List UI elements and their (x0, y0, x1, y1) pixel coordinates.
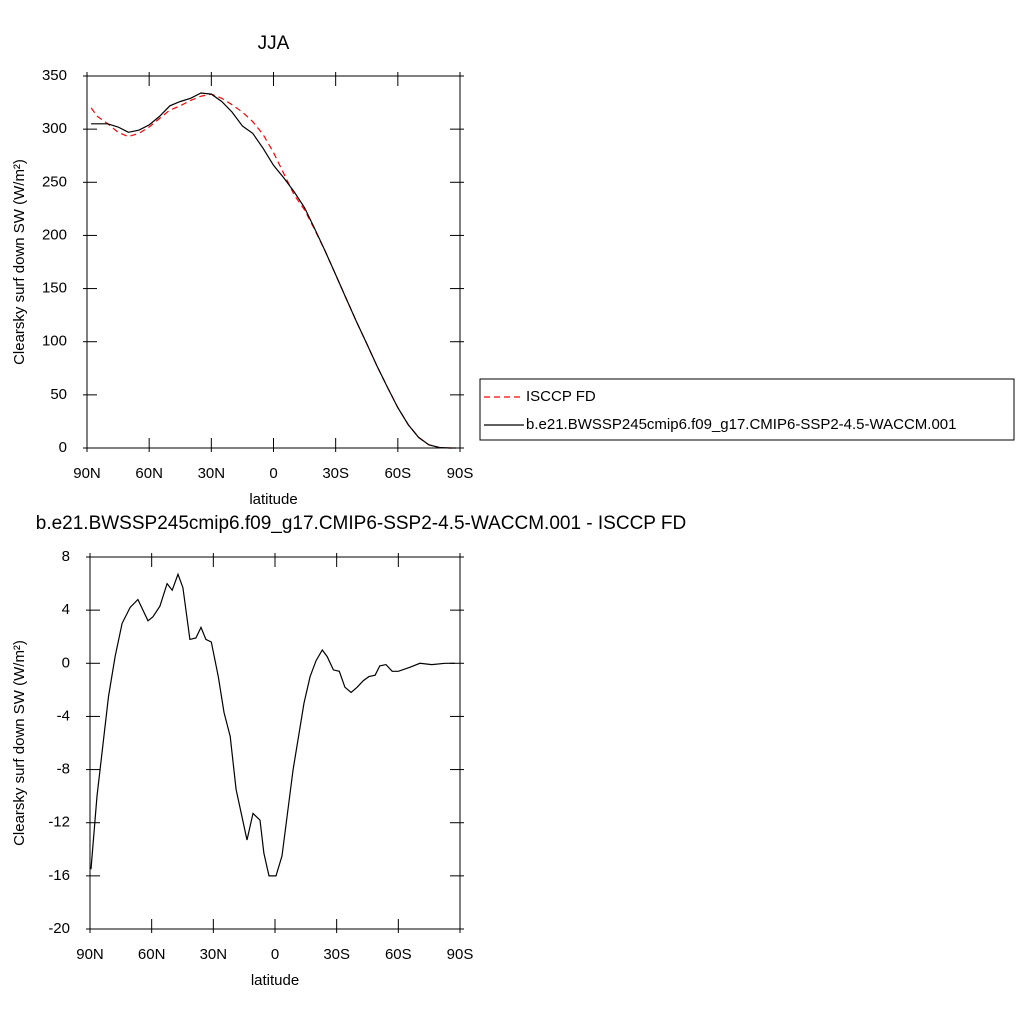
y-tick-label: 250 (42, 173, 67, 190)
plot-frame (86, 75, 461, 449)
y-tick-label: 100 (42, 333, 67, 350)
y-tick-label: 0 (62, 654, 70, 671)
y-tick-label: 0 (59, 439, 67, 456)
y-tick-label: -16 (48, 867, 70, 884)
data-line (90, 572, 455, 877)
x-tick-label: 30N (200, 946, 228, 963)
data-line (90, 93, 456, 449)
y-tick-label: 50 (50, 386, 67, 403)
x-tick-label: 0 (271, 946, 279, 963)
plot-frame (89, 556, 461, 930)
legend-label: b.e21.BWSSP245cmip6.f09_g17.CMIP6-SSP2-4… (526, 416, 956, 433)
x-tick-label: 0 (269, 465, 277, 482)
x-tick-label: 60S (384, 465, 411, 482)
chart-title: JJA (258, 33, 290, 54)
y-axis-label: Clearsky surf down SW (W/m²) (11, 159, 28, 365)
y-axis-label: Clearsky surf down SW (W/m²) (11, 640, 28, 846)
x-tick-label: 90S (447, 465, 474, 482)
y-tick-label: 350 (42, 67, 67, 84)
y-tick-label: -20 (48, 920, 70, 937)
chart-title: b.e21.BWSSP245cmip6.f09_g17.CMIP6-SSP2-4… (36, 513, 686, 534)
y-tick-label: 300 (42, 120, 67, 137)
x-tick-label: 90S (447, 946, 474, 963)
y-tick-label: 150 (42, 280, 67, 297)
y-tick-label: 200 (42, 226, 67, 243)
x-tick-label: 60N (138, 946, 166, 963)
x-tick-label: 90N (73, 465, 101, 482)
legend-box (479, 378, 1015, 441)
y-tick-label: 4 (62, 601, 70, 618)
x-axis-label: latitude (251, 972, 299, 989)
y-tick-label: 8 (62, 548, 70, 565)
legend-label: ISCCP FD (526, 388, 596, 405)
x-tick-label: 30S (322, 465, 349, 482)
x-tick-label: 90N (76, 946, 104, 963)
x-tick-label: 60N (135, 465, 163, 482)
y-tick-label: -12 (48, 814, 70, 831)
x-axis-label: latitude (249, 491, 297, 508)
y-tick-label: -8 (57, 761, 70, 778)
x-tick-label: 60S (385, 946, 412, 963)
x-tick-label: 30S (323, 946, 350, 963)
y-tick-label: -4 (57, 707, 70, 724)
x-tick-label: 30N (198, 465, 226, 482)
data-line (91, 92, 456, 449)
